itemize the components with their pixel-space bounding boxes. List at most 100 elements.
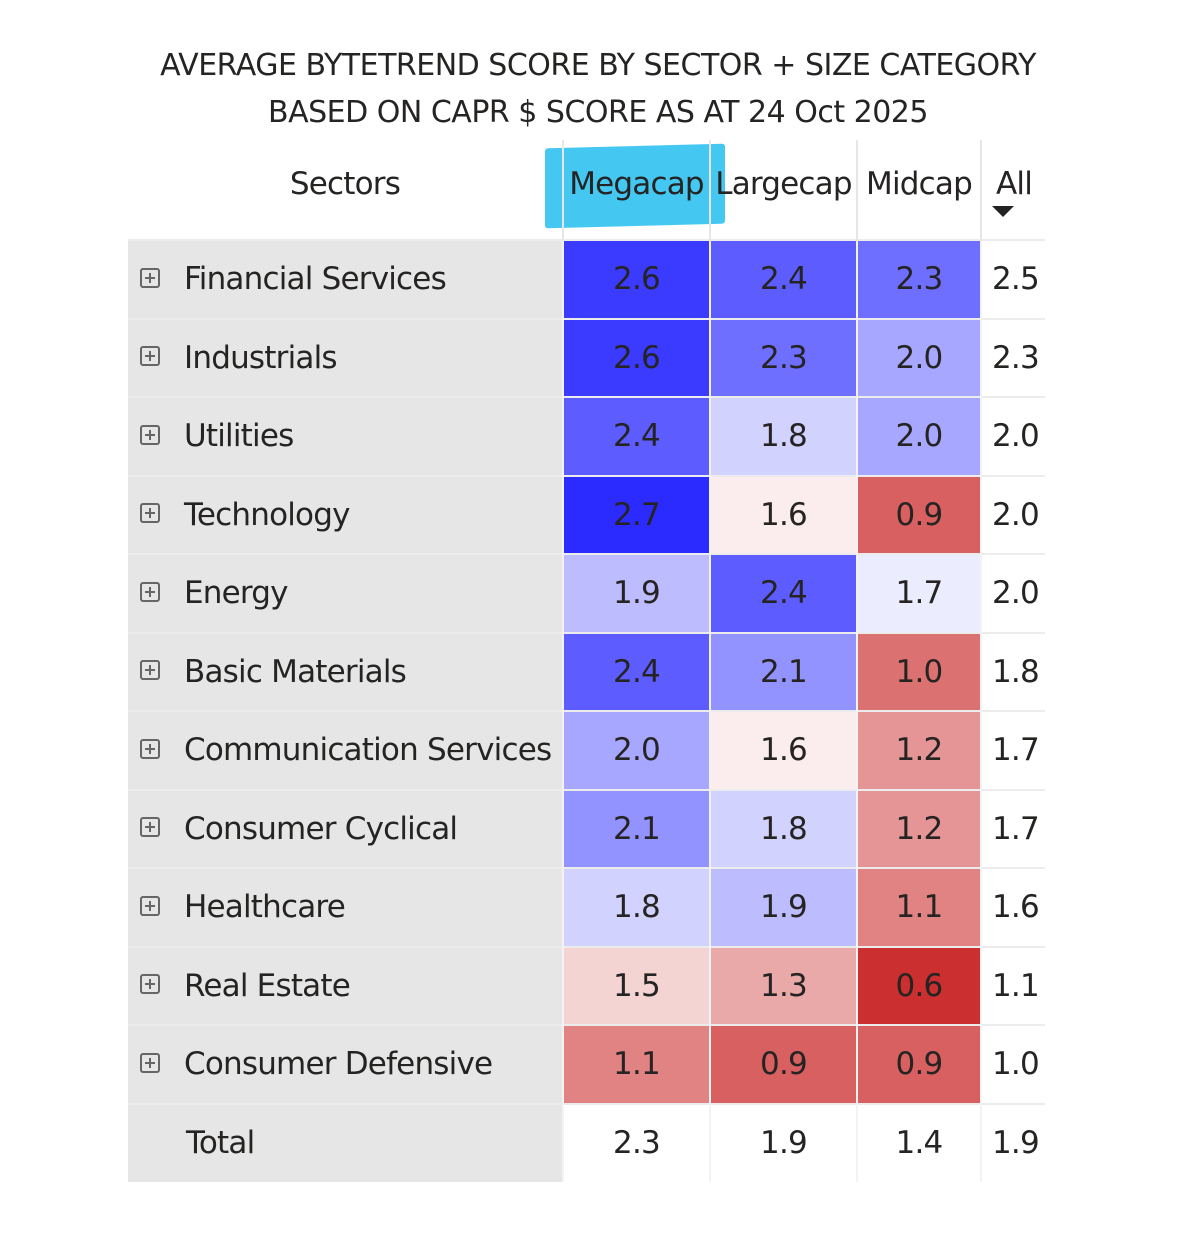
table-row: Energy 1.9 2.4 1.7 2.0 <box>128 553 1045 633</box>
heatmap-cell: 1.4 <box>856 1102 981 1182</box>
row-label: Utilities <box>184 418 294 455</box>
row-label: Financial Services <box>184 261 447 298</box>
row-label: Healthcare <box>184 889 346 926</box>
header-largecap[interactable]: Largecap <box>709 140 857 240</box>
row-label-cell: Industrials <box>128 317 563 397</box>
row-label: Consumer Cyclical <box>184 810 458 847</box>
expand-plus-icon[interactable] <box>140 974 160 995</box>
table-row: Utilities 2.4 1.8 2.0 2.0 <box>128 396 1045 476</box>
header-sectors[interactable]: Sectors <box>289 166 401 202</box>
heatmap-cell: 1.9 <box>709 1102 857 1182</box>
table-row: Consumer Defensive 1.1 0.9 0.9 1.0 <box>128 1024 1045 1104</box>
header-all[interactable]: All <box>980 140 1045 240</box>
all-heatmap-cell: 2.5 <box>980 239 1045 319</box>
header-megacap[interactable]: Megacap <box>562 140 710 240</box>
all-heatmap-cell: 1.7 <box>980 788 1045 868</box>
all-heatmap-cell: 2.0 <box>980 474 1045 554</box>
header-all-label: All <box>996 166 1033 202</box>
all-heatmap-cell: 2.0 <box>980 553 1045 633</box>
row-label-cell: Healthcare <box>128 867 563 947</box>
row-label-cell: Communication Services <box>128 710 563 790</box>
row-label: Communication Services <box>184 732 552 769</box>
heatmap-cell: 1.8 <box>709 396 857 476</box>
heatmap-cell: 2.4 <box>562 396 710 476</box>
all-heatmap-cell: 2.3 <box>980 317 1045 397</box>
expand-plus-icon[interactable] <box>140 817 160 838</box>
chart-title-line-2: BASED ON CAPR $ SCORE AS AT 24 Oct 2025 <box>268 95 928 130</box>
heatmap-cell: 2.3 <box>856 239 981 319</box>
sort-descending-icon[interactable] <box>992 206 1014 217</box>
row-label: Industrials <box>184 339 338 376</box>
heatmap-cell: 2.3 <box>562 1102 710 1182</box>
heatmap-cell: 2.0 <box>856 396 981 476</box>
row-label-cell: Consumer Defensive <box>128 1024 563 1104</box>
heatmap-cell: 1.7 <box>856 553 981 633</box>
expand-plus-icon[interactable] <box>140 581 160 602</box>
row-label: Basic Materials <box>184 653 407 690</box>
row-label: Technology <box>184 496 350 533</box>
heatmap-cell: 2.1 <box>562 788 710 868</box>
table-row: Communication Services 2.0 1.6 1.2 1.7 <box>128 710 1045 790</box>
expand-plus-icon[interactable] <box>140 895 160 916</box>
heatmap-cell: 2.4 <box>562 631 710 711</box>
heatmap-cell: 1.6 <box>709 710 857 790</box>
table-row: Basic Materials 2.4 2.1 1.0 1.8 <box>128 631 1045 711</box>
heatmap-cell: 2.1 <box>709 631 857 711</box>
table-row: Healthcare 1.8 1.9 1.1 1.6 <box>128 867 1045 947</box>
all-heatmap-cell: 2.0 <box>980 396 1045 476</box>
heatmap-cell: 1.2 <box>856 710 981 790</box>
all-heatmap-cell: 1.1 <box>980 945 1045 1025</box>
heatmap-cell: 1.8 <box>709 788 857 868</box>
heatmap-cell: 2.4 <box>709 553 857 633</box>
heatmap-cell: 1.1 <box>856 867 981 947</box>
heatmap-cell: 2.0 <box>856 317 981 397</box>
all-heatmap-cell: 1.0 <box>980 1024 1045 1104</box>
row-label-cell: Basic Materials <box>128 631 563 711</box>
heatmap-matrix: Sectors Megacap Largecap Midcap All Fina… <box>128 140 1045 1182</box>
heatmap-cell: 1.0 <box>856 631 981 711</box>
all-heatmap-cell: 1.6 <box>980 867 1045 947</box>
heatmap-cell: 0.9 <box>709 1024 857 1104</box>
chart-title-line-1: AVERAGE BYTETREND SCORE BY SECTOR + SIZE… <box>160 48 1036 83</box>
expand-plus-icon[interactable] <box>140 346 160 367</box>
expand-plus-icon[interactable] <box>140 660 160 681</box>
heatmap-cell: 0.6 <box>856 945 981 1025</box>
heatmap-cell: 1.3 <box>709 945 857 1025</box>
heatmap-cell: 1.5 <box>562 945 710 1025</box>
row-label: Energy <box>184 575 289 612</box>
row-label: Total <box>186 1125 255 1162</box>
expand-plus-icon[interactable] <box>140 738 160 759</box>
row-label: Consumer Defensive <box>184 1046 493 1083</box>
expand-plus-icon[interactable] <box>140 1052 160 1073</box>
row-label-cell: Technology <box>128 474 563 554</box>
expand-plus-icon[interactable] <box>140 267 160 288</box>
expand-plus-icon[interactable] <box>140 503 160 524</box>
heatmap-cell: 2.0 <box>562 710 710 790</box>
header-midcap[interactable]: Midcap <box>856 140 981 240</box>
heatmap-cell: 2.4 <box>709 239 857 319</box>
heatmap-cell: 0.9 <box>856 1024 981 1104</box>
table-row: Industrials 2.6 2.3 2.0 2.3 <box>128 317 1045 397</box>
heatmap-cell: 2.6 <box>562 239 710 319</box>
all-heatmap-cell: 1.7 <box>980 710 1045 790</box>
heatmap-cell: 1.8 <box>562 867 710 947</box>
all-heatmap-cell: 1.9 <box>980 1102 1045 1182</box>
row-label-cell: Total <box>128 1102 563 1182</box>
heatmap-cell: 1.6 <box>709 474 857 554</box>
heatmap-cell: 1.9 <box>562 553 710 633</box>
heatmap-cell: 2.6 <box>562 317 710 397</box>
expand-plus-icon[interactable] <box>140 424 160 445</box>
row-label-cell: Real Estate <box>128 945 563 1025</box>
heatmap-cell: 1.9 <box>709 867 857 947</box>
heatmap-cell: 2.3 <box>709 317 857 397</box>
row-label-cell: Consumer Cyclical <box>128 788 563 868</box>
row-label-cell: Energy <box>128 553 563 633</box>
table-row: Technology 2.7 1.6 0.9 2.0 <box>128 474 1045 554</box>
table-row: Consumer Cyclical 2.1 1.8 1.2 1.7 <box>128 788 1045 868</box>
total-row: Total 2.3 1.9 1.4 1.9 <box>128 1102 1045 1182</box>
heatmap-cell: 1.1 <box>562 1024 710 1104</box>
heatmap-cell: 0.9 <box>856 474 981 554</box>
row-label-cell: Financial Services <box>128 239 563 319</box>
table-row: Real Estate 1.5 1.3 0.6 1.1 <box>128 945 1045 1025</box>
heatmap-cell: 1.2 <box>856 788 981 868</box>
